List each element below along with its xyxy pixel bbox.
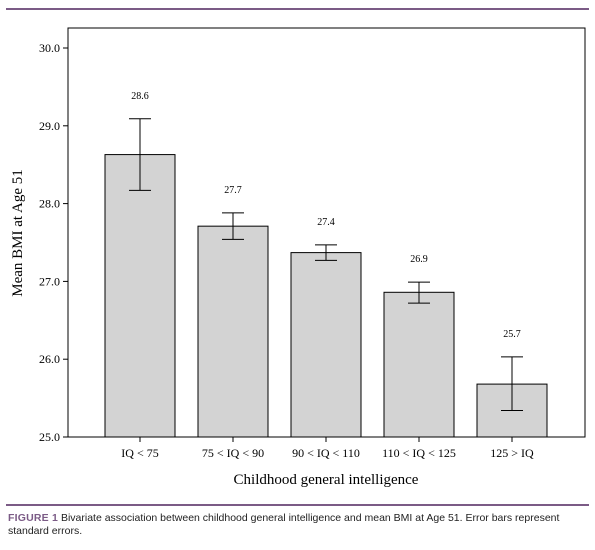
bar <box>290 252 362 438</box>
bar <box>383 291 455 438</box>
caption-text: Bivariate association between childhood … <box>8 512 560 537</box>
y-tick-label: 29.0 <box>39 119 60 133</box>
data-label: 27.7 <box>224 185 242 196</box>
y-axis-title: Mean BMI at Age 51 <box>10 169 26 296</box>
x-axis-title: Childhood general intelligence <box>234 472 419 488</box>
y-tick-label: 26.0 <box>39 352 60 366</box>
y-tick-label: 25.0 <box>39 430 60 444</box>
x-tick-label: 110 < IQ < 125 <box>382 446 456 460</box>
data-label: 25.7 <box>503 329 521 340</box>
x-tick-label: 125 > IQ <box>490 446 534 460</box>
top-divider <box>6 8 589 10</box>
figure-label: FIGURE 1 <box>8 512 59 524</box>
x-tick-label: 90 < IQ < 110 <box>292 446 360 460</box>
data-label: 27.4 <box>317 217 335 228</box>
caption-divider <box>6 504 589 506</box>
figure-caption: FIGURE 1 Bivariate association between c… <box>8 512 588 538</box>
bar-chart: 25.0 26.0 27.0 28.0 29.0 30.0 28.6 27.7 27.4 26.… <box>10 27 586 488</box>
y-tick-label: 28.0 <box>39 197 60 211</box>
y-tick-label: 27.0 <box>39 274 60 288</box>
data-label: 28.6 <box>131 91 149 102</box>
bar <box>197 225 269 438</box>
x-tick-label: 75 < IQ < 90 <box>202 446 264 460</box>
x-tick-label: IQ < 75 <box>121 446 158 460</box>
data-label: 26.9 <box>410 254 428 265</box>
y-tick-label: 30.0 <box>39 41 60 55</box>
bar <box>104 154 176 438</box>
